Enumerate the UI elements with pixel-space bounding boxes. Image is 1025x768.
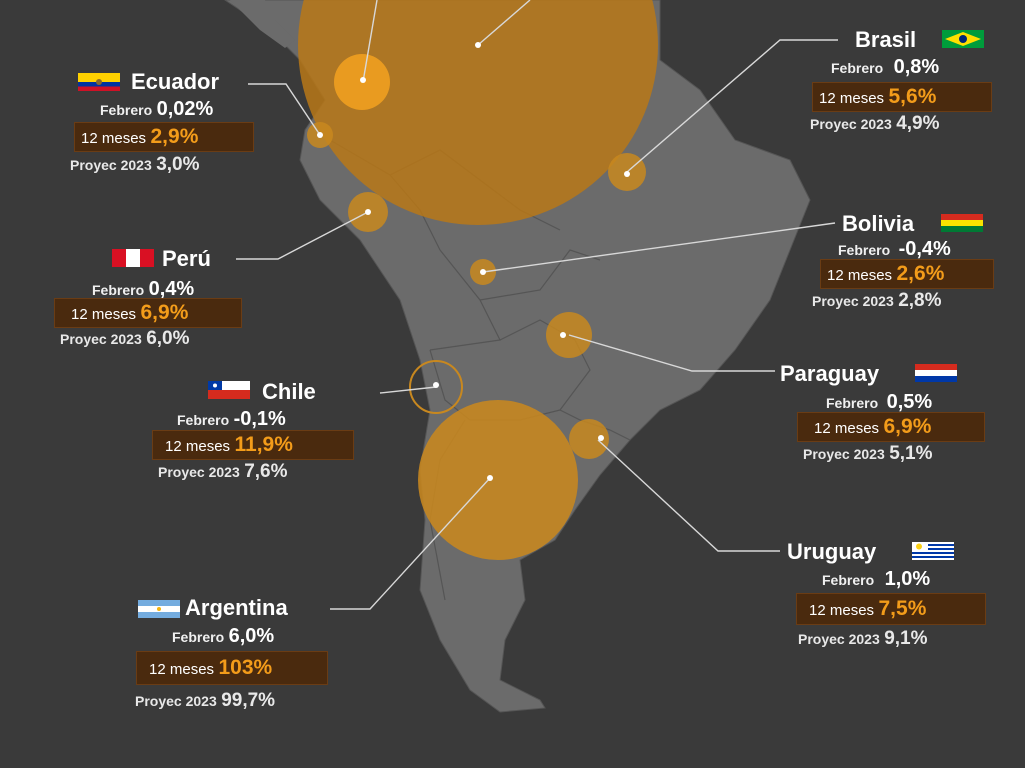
- febrero-label: Febrero: [100, 102, 153, 118]
- febrero-value: 0,5%: [886, 391, 933, 413]
- febrero-label: Febrero: [92, 282, 145, 298]
- argentina-bubble: [418, 400, 578, 560]
- 12-meses-box: 12 meses 5,6%: [812, 82, 992, 112]
- febrero-label: Febrero: [831, 60, 884, 76]
- argentina-flag-icon: [138, 600, 180, 618]
- 12-meses-box: 12 meses 6,9%: [54, 298, 242, 328]
- 12-meses-box: 12 meses 7,5%: [796, 593, 986, 625]
- country-name: Bolivia: [842, 211, 915, 236]
- meses-label: 12 meses: [71, 306, 137, 323]
- meses-label: 12 meses: [809, 602, 875, 619]
- central-america-sliver: [230, 0, 295, 48]
- proyec-label: Proyec 2023: [810, 116, 892, 132]
- proyec-value: 9,1%: [884, 628, 928, 649]
- proyec-label: Proyec 2023: [135, 693, 217, 709]
- uruguay-bubble: [569, 419, 609, 459]
- venezuela-bubble: [298, 0, 658, 225]
- meses-label: 12 meses: [165, 438, 231, 455]
- febrero-value: 0,02%: [156, 98, 214, 120]
- meses-value: 2,6%: [896, 262, 945, 285]
- proyec-value: 2,8%: [898, 290, 942, 311]
- febrero-value: 0,8%: [893, 56, 940, 78]
- febrero-value: -0,4%: [898, 238, 951, 260]
- brazil-flag-icon: [942, 30, 984, 48]
- proyec-label: Proyec 2023: [798, 631, 880, 647]
- meses-value: 2,9%: [150, 125, 199, 148]
- country-name: Argentina: [185, 595, 288, 620]
- country-name: Brasil: [855, 27, 917, 52]
- proyec-value: 6,0%: [146, 328, 190, 349]
- peru-flag-icon: [112, 249, 154, 267]
- meses-value: 6,9%: [140, 301, 189, 324]
- proyec-label: Proyec 2023: [803, 446, 885, 462]
- chile-bubble: [409, 360, 463, 414]
- country-name: Chile: [262, 379, 316, 404]
- 12-meses-box: 12 meses 2,6%: [820, 259, 994, 289]
- proyec-label: Proyec 2023: [70, 157, 152, 173]
- proyec-label: Proyec 2023: [158, 464, 240, 480]
- meses-label: 12 meses: [819, 90, 885, 107]
- proyec-value: 3,0%: [156, 154, 200, 175]
- chile-flag-icon: [208, 381, 250, 399]
- meses-label: 12 meses: [827, 267, 893, 284]
- country-name: Perú: [162, 246, 211, 271]
- 12-meses-box: 12 meses 103%: [136, 651, 328, 685]
- meses-value: 6,9%: [883, 415, 932, 438]
- febrero-value: 6,0%: [228, 625, 275, 647]
- proyec-value: 99,7%: [221, 690, 276, 711]
- febrero-value: -0,1%: [233, 408, 286, 430]
- febrero-value: 0,4%: [148, 278, 195, 300]
- febrero-label: Febrero: [172, 629, 225, 645]
- ecuador-flag-icon: [78, 73, 120, 91]
- 12-meses-box: 12 meses 11,9%: [152, 430, 354, 460]
- febrero-label: Febrero: [177, 412, 230, 428]
- proyec-label: Proyec 2023: [60, 331, 142, 347]
- meses-value: 103%: [218, 656, 273, 679]
- febrero-label: Febrero: [826, 395, 879, 411]
- meses-value: 7,5%: [878, 597, 927, 620]
- febrero-label: Febrero: [822, 572, 875, 588]
- country-name: Uruguay: [787, 539, 877, 564]
- bolivia-flag-icon: [941, 214, 983, 232]
- 12-meses-box: 12 meses 2,9%: [74, 122, 254, 152]
- inflation-bubbles: [298, 0, 658, 560]
- proyec-value: 5,1%: [889, 443, 933, 464]
- proyec-value: 7,6%: [244, 461, 288, 482]
- leader-lines: [236, 0, 838, 610]
- febrero-value: 1,0%: [884, 568, 931, 590]
- paraguay-flag-icon: [915, 364, 957, 382]
- meses-label: 12 meses: [149, 661, 215, 678]
- meses-value: 11,9%: [234, 433, 293, 456]
- uruguay-flag-icon: [912, 542, 954, 560]
- meses-value: 5,6%: [888, 85, 937, 108]
- febrero-label: Febrero: [838, 242, 891, 258]
- country-name: Paraguay: [780, 361, 880, 386]
- location-dots: [317, 42, 630, 481]
- country-name: Ecuador: [131, 69, 220, 94]
- proyec-value: 4,9%: [896, 113, 940, 134]
- meses-label: 12 meses: [814, 420, 880, 437]
- 12-meses-box: 12 meses 6,9%: [797, 412, 985, 442]
- meses-label: 12 meses: [81, 130, 147, 147]
- proyec-label: Proyec 2023: [812, 293, 894, 309]
